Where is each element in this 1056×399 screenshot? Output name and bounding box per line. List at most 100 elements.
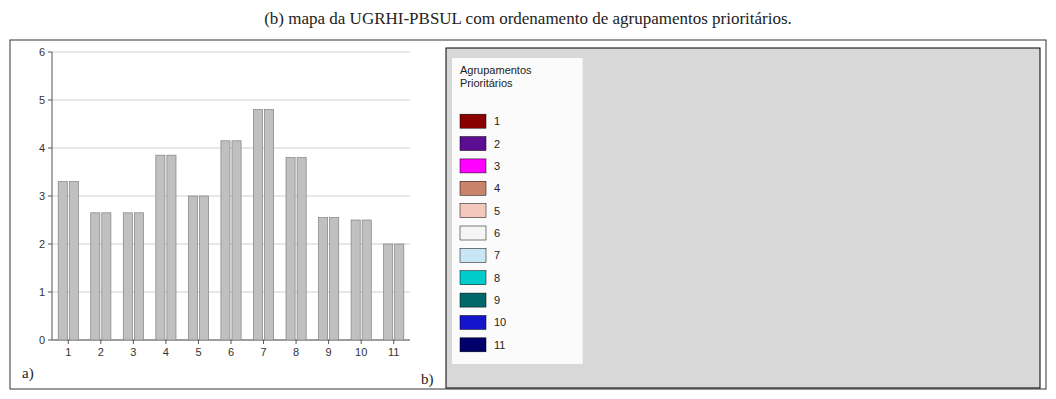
- legend-swatch: [460, 226, 486, 240]
- legend-label: 4: [494, 182, 500, 194]
- legend-label: 11: [494, 339, 505, 351]
- legend-title-line: Agrupamentos: [460, 64, 532, 76]
- bar: [188, 196, 197, 340]
- map-legend: AgrupamentosPrioritários 1 2 3 4 5 6 7 8 9 10 11: [452, 58, 583, 364]
- y-tick-label: 5: [39, 94, 45, 106]
- grid-line: [52, 100, 410, 101]
- bar: [395, 244, 404, 340]
- legend-label: 5: [494, 205, 500, 217]
- x-tick: [68, 340, 69, 344]
- bar: [265, 110, 274, 340]
- legend-swatch: [460, 338, 486, 352]
- legend-label: 2: [494, 138, 500, 150]
- y-tick-label: 2: [39, 238, 45, 250]
- legend-swatch: [460, 293, 486, 307]
- y-tick: [48, 196, 52, 197]
- bar: [199, 196, 208, 340]
- x-tick: [198, 340, 199, 344]
- legend-box: [452, 58, 583, 364]
- y-tick: [48, 52, 52, 53]
- bar: [253, 110, 262, 340]
- bar: [362, 220, 371, 340]
- x-tick-label: 5: [195, 346, 201, 358]
- bar: [351, 220, 360, 340]
- legend-swatch: [460, 159, 486, 173]
- map-area: [446, 48, 1040, 388]
- bar: [221, 141, 230, 340]
- legend-label: 8: [494, 272, 500, 284]
- grid-line: [52, 148, 410, 149]
- legend-label: 7: [494, 249, 500, 261]
- legend-swatch: [460, 137, 486, 151]
- x-tick: [133, 340, 134, 344]
- chart-root: (b) mapa da UGRHI-PBSUL com ordenamento …: [0, 0, 1056, 399]
- bar: [384, 244, 393, 340]
- x-tick: [328, 340, 329, 344]
- y-tick-label: 0: [39, 334, 45, 346]
- x-tick: [361, 340, 362, 344]
- x-tick-label: 6: [228, 346, 234, 358]
- bar-axes: 0 1 2 3 4 5 6 1 2 3 4 5 6 7 8 9 10 11: [39, 46, 410, 358]
- x-tick-label: 11: [388, 346, 399, 358]
- bar: [167, 155, 176, 340]
- legend-title: AgrupamentosPrioritários: [460, 64, 532, 89]
- bar: [319, 218, 328, 340]
- legend-swatch: [460, 315, 486, 329]
- map-panel: AgrupamentosPrioritários 1 2 3 4 5 6 7 8 9 10 11: [446, 48, 1040, 388]
- y-axis-line: [52, 52, 53, 340]
- y-tick: [48, 340, 52, 341]
- bars: [58, 110, 404, 340]
- y-tick-label: 4: [39, 142, 45, 154]
- x-tick-label: 10: [355, 346, 367, 358]
- bar: [69, 182, 78, 340]
- bar: [123, 213, 132, 340]
- x-tick-label: 3: [130, 346, 136, 358]
- x-tick: [165, 340, 166, 344]
- x-tick-label: 2: [98, 346, 104, 358]
- legend-label: 6: [494, 227, 500, 239]
- background: [0, 0, 1056, 399]
- x-tick: [231, 340, 232, 344]
- panel-label: b): [421, 371, 434, 388]
- x-tick: [100, 340, 101, 344]
- y-tick: [48, 292, 52, 293]
- grid-line: [52, 196, 410, 197]
- y-tick: [48, 148, 52, 149]
- bar: [156, 155, 165, 340]
- y-tick: [48, 100, 52, 101]
- title: (b) mapa da UGRHI-PBSUL com ordenamento …: [264, 9, 792, 28]
- grid-line: [52, 52, 410, 53]
- bar: [58, 182, 67, 340]
- bar: [330, 218, 339, 340]
- bar: [286, 158, 295, 340]
- x-tick-label: 4: [163, 346, 169, 358]
- x-tick-label: 1: [65, 346, 71, 358]
- legend-title-line: Prioritários: [460, 77, 513, 89]
- bar: [232, 141, 241, 340]
- legend-label: 10: [494, 316, 506, 328]
- legend-swatch: [460, 114, 486, 128]
- panel-label: a): [22, 365, 34, 382]
- x-tick: [263, 340, 264, 344]
- legend-swatch: [460, 271, 486, 285]
- y-tick-label: 3: [39, 190, 45, 202]
- x-tick-label: 9: [326, 346, 332, 358]
- bar: [91, 213, 100, 340]
- x-tick-label: 7: [260, 346, 266, 358]
- x-tick: [393, 340, 394, 344]
- legend-label: 1: [494, 115, 500, 127]
- legend-swatch: [460, 204, 486, 218]
- x-tick-label: 8: [293, 346, 299, 358]
- bar: [297, 158, 306, 340]
- y-tick-label: 1: [39, 286, 45, 298]
- chart-svg: (b) mapa da UGRHI-PBSUL com ordenamento …: [0, 0, 1056, 399]
- legend-swatch: [460, 181, 486, 195]
- y-tick: [48, 244, 52, 245]
- legend-label: 3: [494, 160, 500, 172]
- x-tick: [296, 340, 297, 344]
- legend-label: 9: [494, 294, 500, 306]
- bar: [134, 213, 143, 340]
- legend-swatch: [460, 248, 486, 262]
- bar: [102, 213, 111, 340]
- y-tick-label: 6: [39, 46, 45, 58]
